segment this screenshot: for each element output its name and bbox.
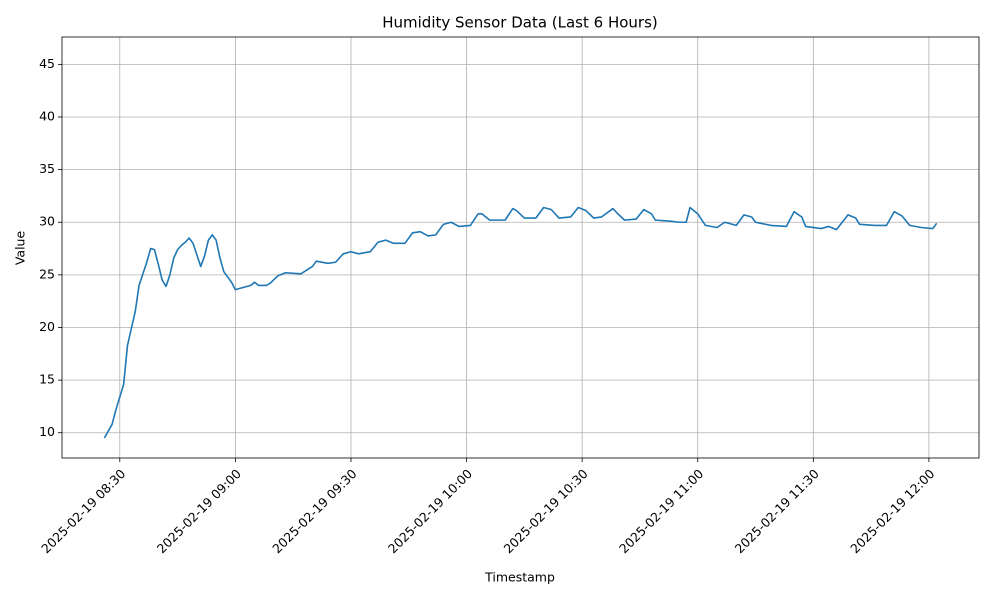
y-tick-label: 10 [39, 424, 55, 439]
plot-frame [61, 36, 980, 459]
x-tick-label: 2025-02-19 12:00 [847, 466, 937, 556]
x-tick-label: 2025-02-19 11:30 [732, 466, 822, 556]
x-tick-label: 2025-02-19 10:30 [500, 466, 590, 556]
x-tick-label: 2025-02-19 09:00 [154, 466, 244, 556]
y-tick-label: 15 [39, 372, 55, 387]
y-tick-label: 35 [39, 161, 55, 176]
x-axis-label: Timestamp [484, 570, 555, 585]
y-tick-label: 30 [39, 214, 55, 229]
y-tick-label: 45 [39, 56, 55, 71]
y-tick-label: 25 [39, 266, 55, 281]
y-tick-label: 40 [39, 108, 55, 123]
x-tick-label: 2025-02-19 10:00 [385, 466, 475, 556]
chart-title: Humidity Sensor Data (Last 6 Hours) [382, 14, 658, 32]
y-tick-label: 20 [39, 319, 55, 334]
x-tick-label: 2025-02-19 11:00 [616, 466, 706, 556]
y-axis-label: Value [13, 231, 28, 266]
data-line [103, 206, 938, 439]
x-tick-label: 2025-02-19 08:30 [38, 466, 128, 556]
x-tick-label: 2025-02-19 09:30 [269, 466, 359, 556]
